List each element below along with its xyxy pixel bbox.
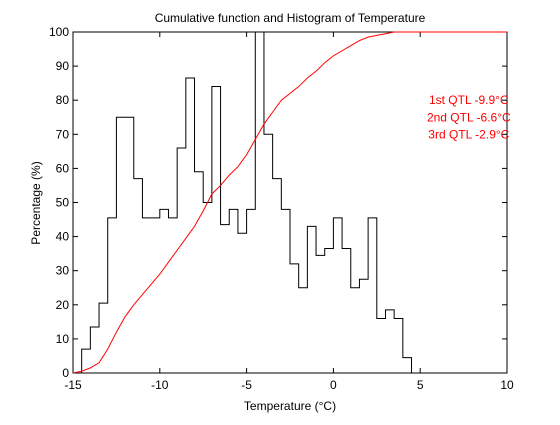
y-axis-ticks: 0 10 20 30 40 50 60 70 80 90 100	[49, 25, 507, 380]
x-tick-label: 5	[417, 378, 424, 392]
x-tick-label: 0	[330, 378, 337, 392]
quantile-annotation: 1st QTL -9.9°C	[429, 93, 509, 107]
y-tick-label: 50	[56, 196, 70, 210]
x-tick-label: -5	[241, 378, 252, 392]
x-tick-label: -10	[151, 378, 169, 392]
y-tick-label: 70	[56, 127, 70, 141]
quantile-annotations: 1st QTL -9.9°C 2nd QTL -6.6°C 3rd QTL -2.9…	[427, 93, 511, 141]
y-tick-label: 80	[56, 93, 70, 107]
x-axis-ticks: -15 -10 -5 0 5 10	[64, 32, 514, 392]
y-tick-label: 100	[49, 25, 69, 39]
y-tick-label: 40	[56, 230, 70, 244]
cumulative-line	[72, 31, 507, 374]
y-tick-label: 30	[56, 264, 70, 278]
x-tick-label: -15	[64, 378, 82, 392]
quantile-annotation: 2nd QTL -6.6°C	[427, 110, 511, 124]
x-axis-title: Temperature (°C)	[244, 399, 336, 413]
plot-area	[72, 31, 508, 374]
histogram-line	[73, 31, 413, 374]
y-tick-label: 20	[56, 298, 70, 312]
chart-title: Cumulative function and Histogram of Tem…	[155, 11, 426, 25]
x-tick-label: 10	[500, 378, 514, 392]
y-tick-label: 60	[56, 161, 70, 175]
y-tick-label: 10	[56, 332, 70, 346]
quantile-annotation: 3rd QTL -2.9°C	[428, 127, 509, 141]
y-tick-label: 90	[56, 59, 70, 73]
y-axis-title: Percentage (%)	[29, 161, 43, 244]
y-tick-label: 0	[62, 366, 69, 380]
